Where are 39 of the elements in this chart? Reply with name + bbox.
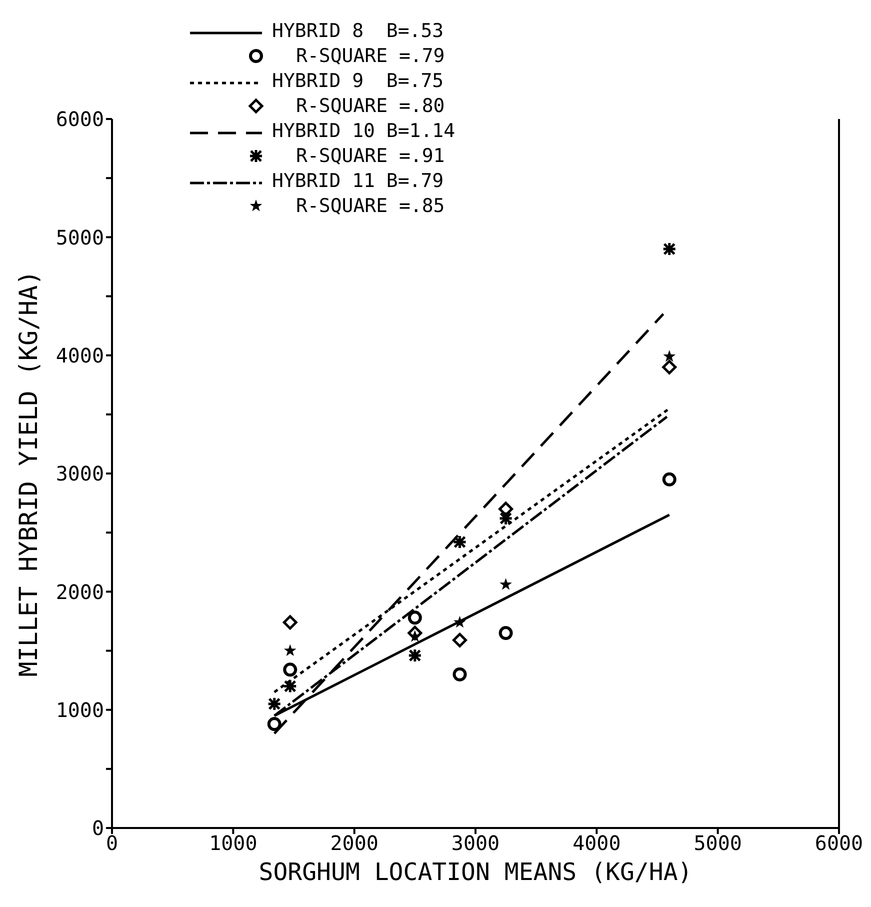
point <box>408 630 422 642</box>
legend-label: HYBRID 9 B=.75 <box>272 70 444 92</box>
legend-label: R-SQUARE =.79 <box>296 44 445 66</box>
x-tick-label: 5000 <box>694 831 742 856</box>
legend-label: R-SQUARE =.85 <box>296 194 445 216</box>
legend-label: R-SQUARE =.80 <box>296 94 445 116</box>
legend-label: HYBRID 8 B=.53 <box>272 20 444 42</box>
y-tick-label: 4000 <box>56 343 104 368</box>
point <box>498 626 513 640</box>
legend-label: HYBRID 11 B=.79 <box>272 170 444 192</box>
point <box>283 662 298 677</box>
y-tick-label: 0 <box>92 816 104 840</box>
point <box>267 717 282 732</box>
y-tick-label: 5000 <box>56 225 104 250</box>
point <box>452 667 467 682</box>
point <box>284 644 296 656</box>
x-tick-label: 1000 <box>209 831 258 856</box>
y-axis-title: MILLET HYBRID YIELD (KG/HA) <box>14 270 43 677</box>
y-tick-label: 3000 <box>56 462 104 486</box>
x-tick-label: 6000 <box>814 831 864 856</box>
x-tick-label: 3000 <box>451 831 500 856</box>
point <box>662 472 676 486</box>
point <box>408 610 422 625</box>
y-tick-label: 1000 <box>56 698 104 722</box>
point <box>500 578 512 590</box>
point <box>454 616 466 628</box>
legend-label: R-SQUARE =.91 <box>296 144 445 166</box>
point <box>498 502 514 516</box>
x-tick-label: 2000 <box>330 831 378 856</box>
y-tick-label: 2000 <box>56 580 104 604</box>
point <box>408 626 422 640</box>
x-tick-label: 4000 <box>572 831 621 856</box>
legend-label: HYBRID 10 B=1.14 <box>272 120 456 142</box>
point <box>452 632 467 648</box>
x-axis-title: SORGHUM LOCATION MEANS (KG/HA) <box>258 858 692 886</box>
point <box>663 350 676 362</box>
point <box>662 360 677 374</box>
y-tick-label: 6000 <box>56 107 104 132</box>
point <box>282 615 298 630</box>
